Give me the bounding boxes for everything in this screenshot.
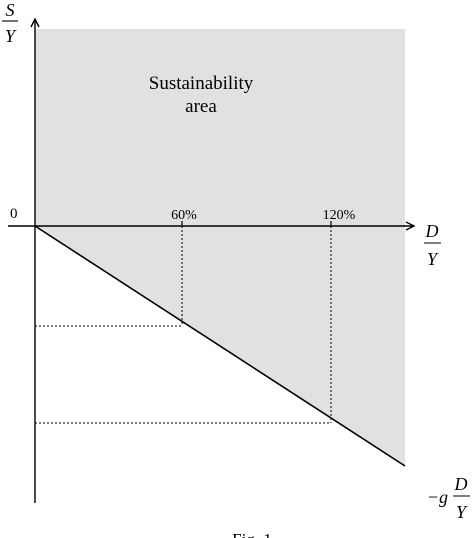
line-label-denominator: Y [456,502,468,522]
region-label-line2: area [185,96,217,117]
origin-label: 0 [10,206,18,222]
x-axis-numerator: D [425,221,439,241]
sustainability-boundary-line [34,225,406,467]
sustainability-area-region [35,29,405,466]
region-label-line1: Sustainability [149,73,254,94]
tick-label-60: 60% [171,208,197,223]
figure-caption: Fig. 1 [232,530,272,538]
tick-label-120: 120% [323,208,356,223]
line-label-prefix: −g [427,487,448,507]
line-label-numerator: D [454,474,468,494]
y-axis-numerator: S [6,0,15,20]
y-axis-denominator: Y [5,26,17,46]
x-axis-denominator: Y [427,249,439,269]
